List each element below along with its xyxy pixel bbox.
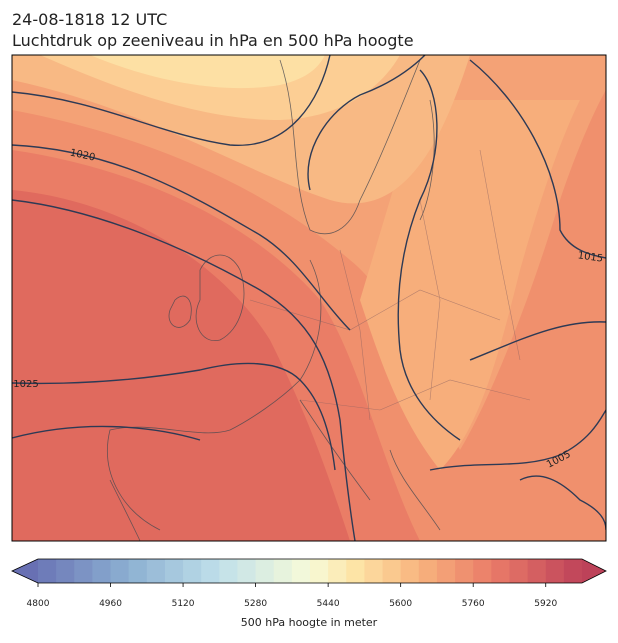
colorbar-band — [291, 559, 311, 583]
colorbar-band — [473, 559, 492, 583]
colorbar-tick-label: 5280 — [244, 599, 267, 609]
colorbar-extend-low — [12, 559, 38, 583]
colorbar-band — [237, 559, 257, 583]
colorbar-band — [545, 559, 565, 583]
colorbar-tick-label: 4960 — [99, 599, 122, 609]
colorbar-band — [364, 559, 384, 583]
colorbar-band — [273, 559, 293, 583]
colorbar-band — [201, 559, 220, 583]
colorbar-tick-label: 4800 — [27, 599, 50, 609]
colorbar-band — [56, 559, 75, 583]
colorbar-band — [310, 559, 329, 583]
colorbar-extend-high — [582, 559, 606, 583]
time-label: 24-08-1818 12 UTC — [12, 10, 167, 29]
colorbar-band — [328, 559, 347, 583]
colorbar-tick-label: 5760 — [462, 599, 485, 609]
colorbar-band — [128, 559, 148, 583]
isobar-label: 1015 — [577, 250, 604, 264]
colorbar-band — [183, 559, 202, 583]
colorbar-band — [164, 559, 184, 583]
height-band — [360, 100, 580, 470]
map-title: Luchtdruk op zeeniveau in hPa en 500 hPa… — [12, 31, 414, 50]
colorbar-band — [346, 559, 365, 583]
map-frame — [11, 54, 607, 542]
colorbar-tick-label: 5600 — [389, 599, 412, 609]
colorbar-band — [92, 559, 112, 583]
isobar-label: 1025 — [13, 379, 38, 390]
colorbar-band — [418, 559, 438, 583]
colorbar-outline — [11, 558, 607, 584]
colorbar-band — [74, 559, 93, 583]
colorbar-band — [455, 559, 474, 583]
colorbar-tick-label: 5440 — [317, 599, 340, 609]
map: 1020 1015 1025 1005 — [11, 54, 607, 542]
colorbar: 4800 4960 5120 5280 5440 5600 5760 5920 — [11, 558, 607, 609]
colorbar-tick-label: 5120 — [172, 599, 195, 609]
colorbar-tick-label: 5920 — [534, 599, 557, 609]
colorbar-band — [382, 559, 402, 583]
colorbar-band — [527, 559, 547, 583]
colorbar-band — [400, 559, 420, 583]
colorbar-band — [491, 559, 510, 583]
isobar-label: 1020 — [69, 148, 96, 164]
colorbar-band — [146, 559, 166, 583]
colorbar-band — [110, 559, 130, 583]
colorbar-band — [436, 559, 456, 583]
colorbar-band — [255, 559, 275, 583]
colorbar-band — [563, 559, 583, 583]
colorbar-label: 500 hPa hoogte in meter — [241, 616, 378, 629]
colorbar-band — [38, 559, 57, 583]
colorbar-band — [509, 559, 529, 583]
height-band — [90, 55, 325, 89]
colorbar-band — [219, 559, 238, 583]
